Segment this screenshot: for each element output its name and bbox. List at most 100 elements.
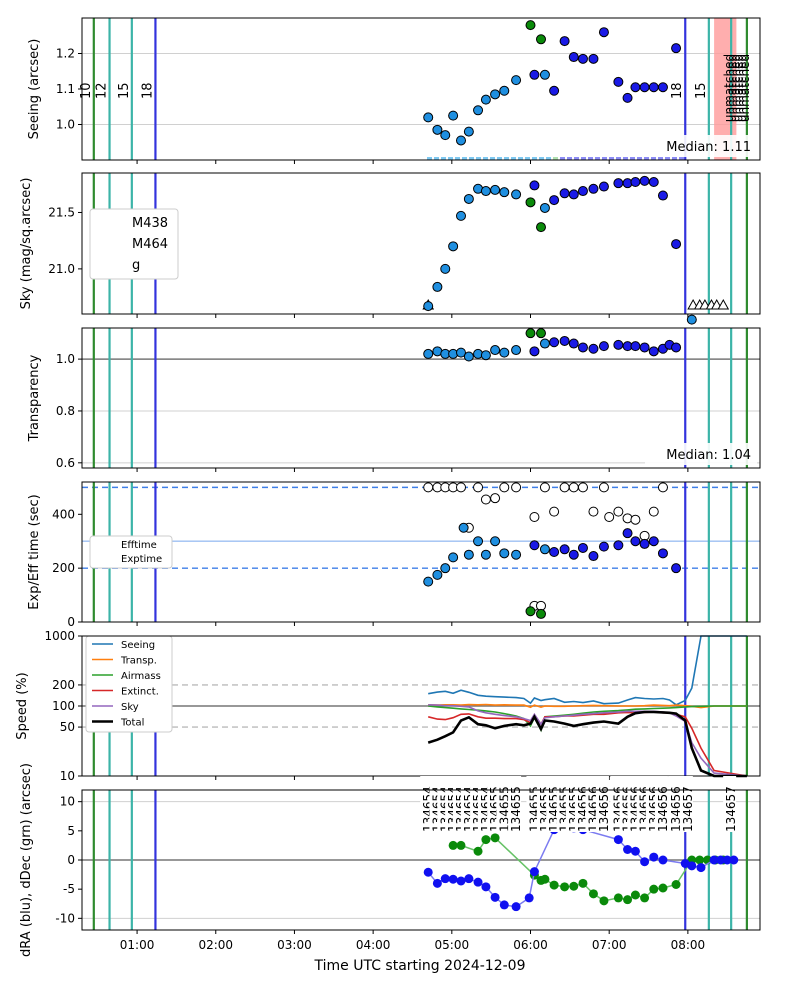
transparency-point: [588, 343, 599, 354]
seeing-point: [535, 34, 546, 45]
exposure-tick: [483, 157, 488, 160]
exposure-tick: [679, 157, 684, 160]
legend-label: g: [132, 258, 140, 273]
efftime-point: [613, 540, 624, 551]
exposure-tick: [448, 157, 453, 160]
sky-point: [529, 180, 540, 191]
x-tick-label: 04:00: [356, 938, 391, 952]
dra-point: [613, 835, 623, 845]
legend-label: Total: [120, 718, 144, 729]
dra-point: [729, 855, 739, 865]
legend-label: Exptime: [121, 554, 162, 565]
sky-point: [630, 177, 641, 188]
efftime-point: [463, 549, 474, 560]
transparency-point: [577, 342, 588, 353]
x-tick-label: 01:00: [120, 938, 155, 952]
exptime-point: [559, 482, 570, 493]
dra-point: [716, 855, 726, 865]
exptime-ylabel: Exp/Eff time (sec): [27, 494, 42, 609]
seeing-point: [473, 105, 484, 116]
exptime-ytick-label: 0: [67, 615, 75, 629]
ddec-point: [490, 833, 500, 843]
offset-ytick-label: 5: [67, 824, 75, 838]
seeing-point: [455, 135, 466, 146]
unmatched-label: unmatched: [738, 54, 752, 122]
transparency-point: [568, 338, 579, 349]
expid-label: 134657: [724, 786, 738, 832]
speed-legend: Seeing Transp. Airmass Extinct. Sky Total: [85, 635, 173, 733]
ddec-point: [569, 881, 579, 891]
x-tick-label: 03:00: [277, 938, 312, 952]
efftime-point: [671, 563, 682, 574]
dra-point: [529, 867, 539, 877]
transparency-ytick-label: 0.6: [56, 456, 75, 470]
sky-point: [588, 183, 599, 194]
efftime-point: [577, 542, 588, 553]
efftime-point: [423, 576, 434, 587]
exposure-tick: [602, 157, 607, 160]
exposure-tick: [574, 157, 579, 160]
median-box: Median: 1.04: [645, 443, 757, 465]
transparency-point: [535, 328, 546, 339]
exposure-tick: [672, 157, 677, 160]
exptime-point: [490, 493, 501, 504]
seeing-point: [568, 52, 579, 63]
efftime-point: [598, 541, 609, 552]
ddec-point: [481, 835, 491, 845]
ddec-point: [599, 896, 609, 906]
offset-frame: [81, 789, 761, 931]
seeing-ytick-label: 1.2: [56, 47, 75, 61]
expid-label: 134656: [656, 786, 670, 832]
seeing-point: [529, 69, 540, 80]
transparency-point: [630, 341, 641, 352]
dra-point: [696, 863, 706, 873]
exposure-tick: [651, 157, 656, 160]
exptime-point: [473, 482, 484, 493]
twilight-label: 10: [79, 82, 94, 99]
twilight-label: 15: [694, 82, 709, 99]
dra-point: [722, 855, 732, 865]
exposure-tick: [434, 157, 439, 160]
unmatched-label: unmatched: [735, 54, 749, 122]
exptime-point: [455, 482, 466, 493]
legend-box: [89, 208, 179, 280]
efftime-point: [535, 608, 546, 619]
exposure-tick: [567, 157, 572, 160]
sky-point: [648, 177, 659, 188]
exposure-tick: [511, 157, 516, 160]
ddec-point: [549, 880, 559, 890]
speed-ytick-label: 10: [60, 769, 75, 783]
efftime-point: [657, 548, 668, 559]
efftime-point: [511, 549, 522, 560]
offset-ytick-label: -5: [63, 882, 75, 896]
exposure-tick: [427, 157, 432, 160]
unmatched-label: unmatched: [728, 54, 742, 122]
exptime-point: [499, 482, 510, 493]
exposure-tick: [504, 157, 509, 160]
sky-point: [613, 178, 624, 189]
exposure-tick: [658, 157, 663, 160]
exposure-tick: [497, 157, 502, 160]
sky-point: [511, 189, 522, 200]
seeing-point: [622, 92, 633, 103]
seeing-frame: [81, 17, 761, 161]
transparency-point: [480, 350, 491, 361]
ddec-point: [671, 880, 681, 889]
dra-point: [432, 878, 442, 888]
efftime-point: [458, 522, 469, 533]
transparency-point: [671, 342, 682, 353]
exptime-point: [568, 482, 579, 493]
sky-point: [490, 184, 501, 195]
dra-point: [630, 846, 640, 856]
twilight-label: 12: [95, 82, 110, 99]
dra-point: [481, 882, 491, 892]
seeing-ylabel: Seeing (arcsec): [27, 39, 42, 140]
transparency-point: [598, 341, 609, 352]
legend-box: [89, 535, 173, 569]
dra-point: [524, 893, 534, 903]
ddec-point: [560, 882, 570, 892]
efftime-point: [559, 544, 570, 555]
transparency-point: [423, 348, 434, 359]
transparency-point: [639, 342, 650, 353]
transparency-point: [613, 339, 624, 350]
